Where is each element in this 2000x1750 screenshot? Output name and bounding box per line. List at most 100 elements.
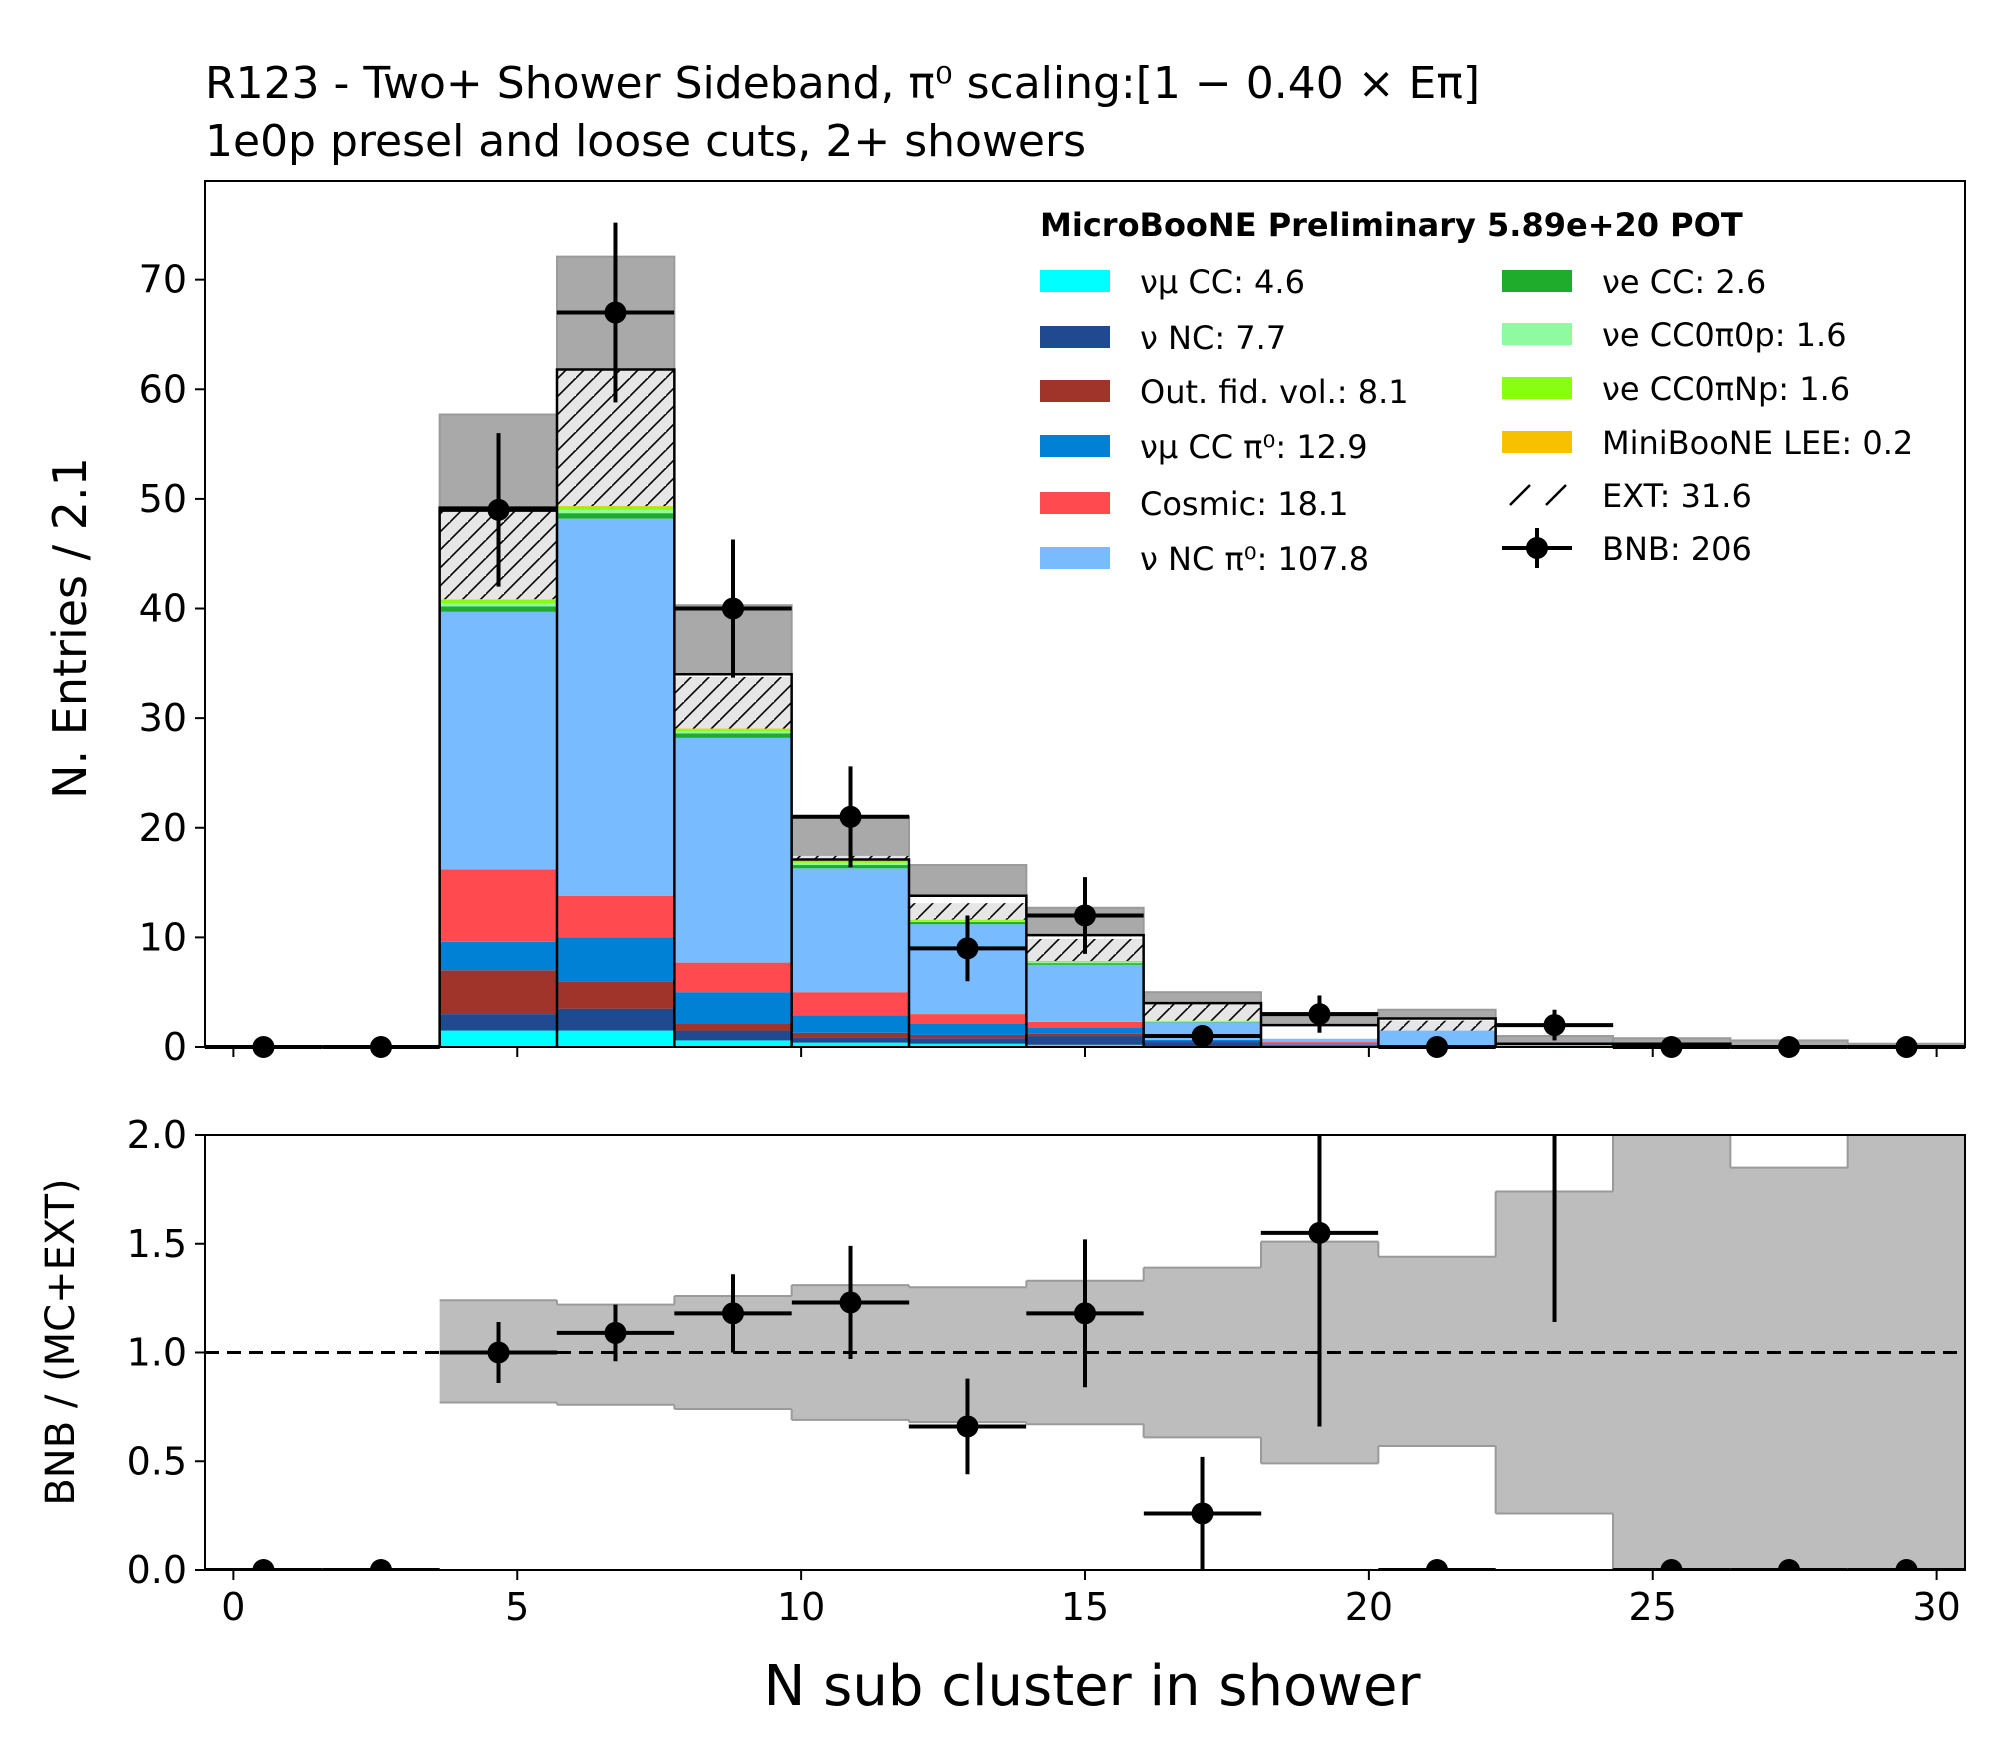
- bar-segment: [674, 1023, 793, 1031]
- y-tick-label: 2.0: [127, 1113, 187, 1157]
- data-point: [956, 937, 979, 960]
- legend-swatch: [1502, 431, 1572, 453]
- bar-segment: [439, 1030, 558, 1047]
- data-point: [1074, 904, 1096, 927]
- bar-segment: [439, 599, 558, 600]
- legend-label: νe CC0πNp: 1.6: [1602, 370, 1850, 408]
- bar-segment: [557, 506, 675, 510]
- data-point: [1543, 1014, 1566, 1037]
- ratio-point: [1191, 1502, 1214, 1525]
- legend-swatch: [1502, 323, 1572, 345]
- bar-segment: [674, 962, 793, 993]
- y-tick-label: 60: [139, 367, 187, 411]
- bar-segment: [909, 1034, 1027, 1039]
- y-tick-label: 0.0: [127, 1548, 187, 1592]
- bar-segment: [1261, 1038, 1379, 1043]
- ratio-point: [1660, 1559, 1683, 1570]
- data-point: [1191, 1025, 1214, 1048]
- bar-segment: [909, 903, 1027, 920]
- chart-title: R123 - Two+ Shower Sideband, π⁰ scaling:…: [205, 58, 1480, 109]
- bar-segment: [674, 729, 793, 732]
- bar-segment: [674, 737, 793, 963]
- bar-segment: [1026, 960, 1145, 963]
- x-tick-label: 30: [1912, 1585, 1960, 1629]
- main-plot-panel: 0 10 20 30 40 50 60 70: [139, 180, 1966, 1069]
- bar-segment: [439, 611, 558, 870]
- legend-label: ν NC π⁰: 107.8: [1140, 540, 1369, 578]
- legend-label: νμ CC π⁰: 12.9: [1140, 428, 1368, 466]
- bar-segment: [674, 992, 793, 1024]
- ratio-point: [1074, 1302, 1096, 1325]
- data-point: [722, 597, 744, 620]
- legend-header: MicroBooNE Preliminary 5.89e+20 POT: [1040, 206, 1743, 244]
- bar-segment: [791, 1015, 910, 1033]
- data-point: [604, 301, 627, 324]
- y-tick-label: 40: [139, 587, 187, 631]
- y-tick-label: 1.0: [127, 1331, 187, 1375]
- x-tick-label: 0: [221, 1585, 245, 1629]
- bar-segment: [909, 1043, 1027, 1047]
- bar-segment: [1026, 964, 1145, 1022]
- x-tick-label: 10: [777, 1585, 825, 1629]
- y-tick-label: 0: [163, 1025, 187, 1069]
- legend-swatch: [1040, 270, 1110, 292]
- data-point: [1308, 1003, 1331, 1026]
- ratio-point: [370, 1559, 392, 1570]
- bar-segment: [674, 731, 793, 734]
- bar-segment: [1261, 1045, 1379, 1047]
- x-tick-label: 15: [1061, 1585, 1109, 1629]
- bar-segment: [791, 1032, 910, 1038]
- bar-segment: [791, 992, 910, 1016]
- bar-segment: [557, 518, 675, 896]
- bar-segment: [1026, 1021, 1145, 1028]
- x-tick-label: 20: [1345, 1585, 1393, 1629]
- bar-segment: [439, 941, 558, 971]
- data-point: [487, 498, 510, 521]
- bar-segment: [1026, 1033, 1145, 1037]
- bar-segment: [791, 1042, 910, 1047]
- bar-segment: [1026, 1036, 1145, 1045]
- bar-segment: [1026, 1027, 1145, 1034]
- legend-label: Cosmic: 18.1: [1140, 485, 1348, 523]
- bar-segment: [1026, 963, 1145, 965]
- x-tick-label: 5: [505, 1585, 529, 1629]
- ratio-point: [1895, 1559, 1918, 1570]
- legend-label: EXT: 31.6: [1602, 477, 1752, 515]
- bar-segment: [439, 869, 558, 942]
- ratio-point: [1308, 1221, 1331, 1244]
- x-tick-label: 25: [1629, 1585, 1677, 1629]
- legend-label: BNB: 206: [1602, 530, 1752, 568]
- legend-swatch: [1502, 270, 1572, 292]
- bar-segment: [1495, 1043, 1614, 1047]
- y-tick-label: 50: [139, 477, 187, 521]
- ratio-point: [252, 1559, 275, 1570]
- bar-segment: [674, 733, 793, 738]
- bar-segment: [439, 970, 558, 1015]
- ratio-plot-panel: 0.0 0.5 1.0 1.5 2.0 0 5 10 15 20 25 30: [127, 1113, 1966, 1629]
- ratio-band-bin: [1730, 1167, 1849, 1570]
- bar-segment: [791, 1037, 910, 1043]
- uncertainty-band-bin: [1142, 991, 1262, 1005]
- legend-swatch: [1526, 537, 1548, 559]
- bar-segment: [557, 981, 675, 1009]
- bar-segment: [909, 1023, 1027, 1035]
- bar-segment: [1143, 1021, 1262, 1022]
- bar-segment: [909, 1038, 1027, 1044]
- uncertainty-band-bin: [1377, 1008, 1497, 1020]
- bar-segment: [557, 1008, 675, 1031]
- bar-segment: [1143, 1021, 1262, 1023]
- legend-label: ν NC: 7.7: [1140, 319, 1286, 357]
- bar-segment: [909, 1014, 1027, 1024]
- bar-segment: [1261, 1042, 1379, 1045]
- bar-segment: [557, 506, 675, 507]
- y-tick-label: 20: [139, 806, 187, 850]
- bar-segment: [1143, 1003, 1262, 1021]
- legend-swatch: [1040, 547, 1110, 569]
- ratio-point: [487, 1341, 510, 1364]
- ratio-point: [1778, 1559, 1800, 1570]
- bar-segment: [557, 509, 675, 514]
- ratio-point: [722, 1302, 744, 1325]
- legend-label: νμ CC: 4.6: [1140, 263, 1305, 301]
- bar-segment: [1026, 962, 1145, 964]
